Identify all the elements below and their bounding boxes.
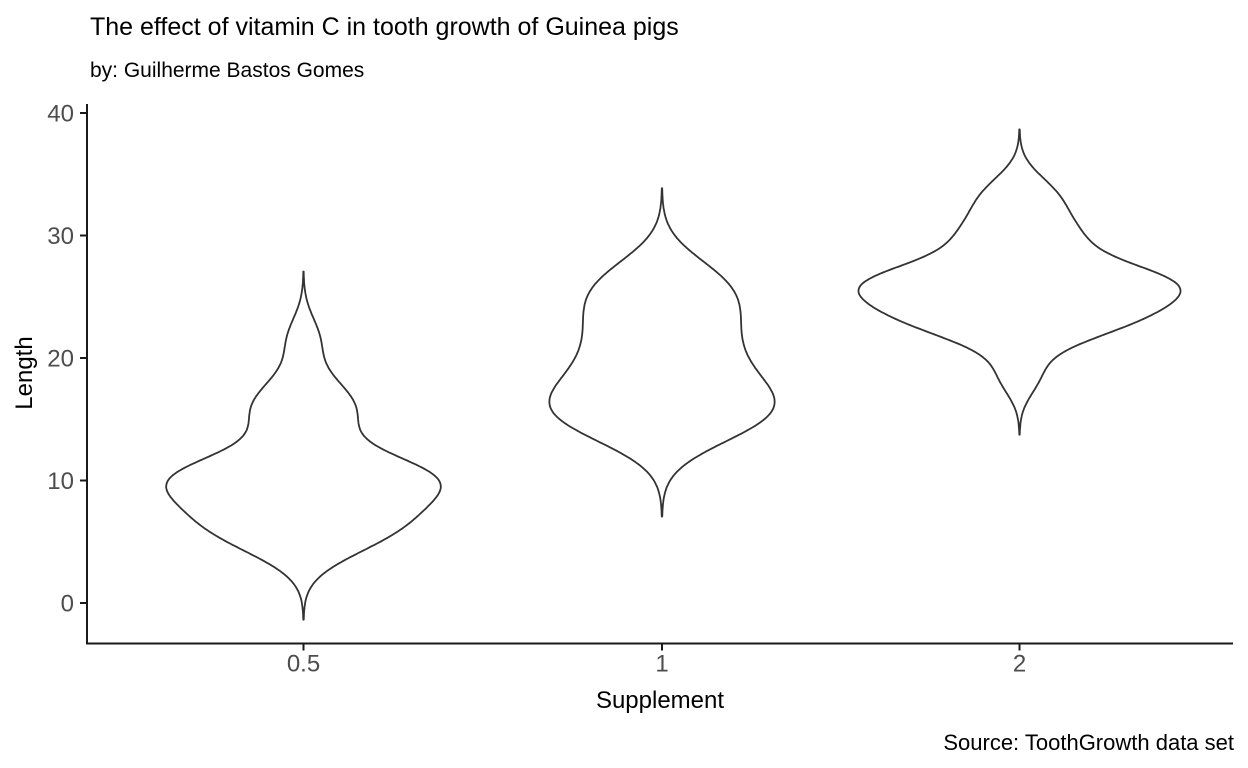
plot-title: The effect of vitamin C in tooth growth … xyxy=(90,13,679,41)
plot-subtitle: by: Guilherme Bastos Gomes xyxy=(90,59,365,82)
x-axis-title: Supplement xyxy=(595,687,725,714)
x-tick-label: 1 xyxy=(655,651,668,678)
x-tick-label: 0.5 xyxy=(287,651,320,678)
violin-dose-1 xyxy=(548,187,776,518)
y-tick-label: 30 xyxy=(47,223,74,250)
y-tick-label: 40 xyxy=(47,101,74,128)
y-tick-label: 0 xyxy=(61,591,74,618)
violin-dose-2 xyxy=(857,128,1182,436)
plot-caption: Source: ToothGrowth data set xyxy=(943,730,1234,755)
x-tick-label: 2 xyxy=(1013,651,1026,678)
y-tick-label: 10 xyxy=(47,468,74,495)
violin-dose-0.5 xyxy=(165,270,442,621)
y-tick-label: 20 xyxy=(47,346,74,373)
y-axis-title: Length xyxy=(11,336,38,410)
